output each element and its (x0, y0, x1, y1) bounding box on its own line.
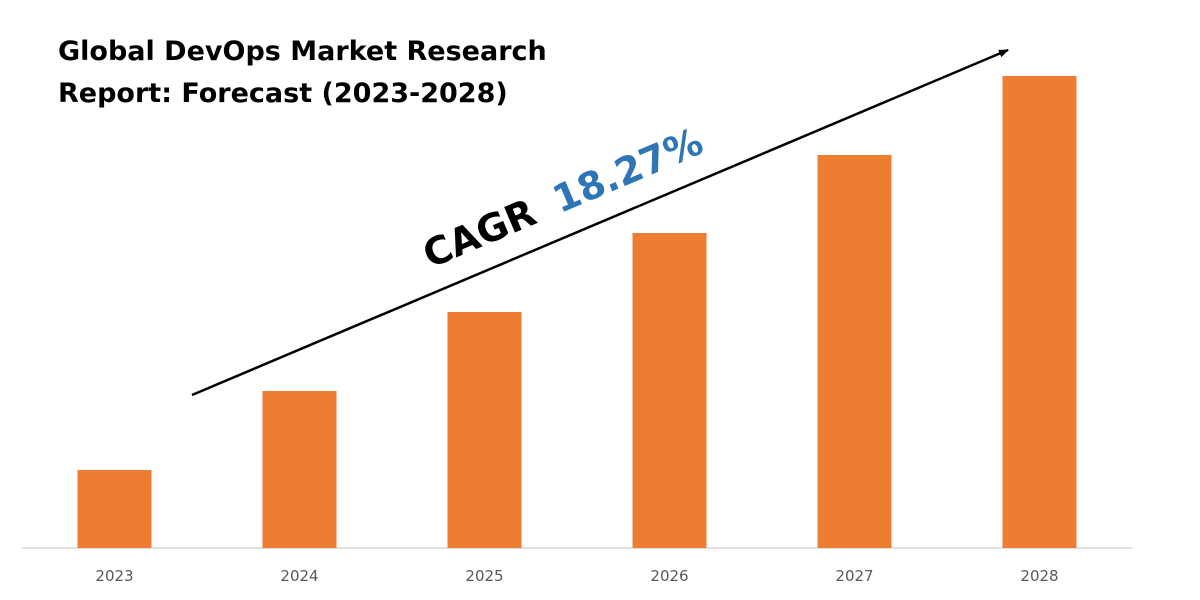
x-tick-label: 2025 (465, 567, 503, 585)
x-tick-label: 2027 (835, 567, 873, 585)
x-tick-label: 2023 (95, 567, 133, 585)
bar (817, 155, 892, 548)
bar (447, 312, 522, 548)
bar (632, 233, 707, 548)
chart-title: Report: Forecast (2023-2028) (58, 78, 508, 109)
bar (262, 391, 337, 548)
chart-title: Global DevOps Market Research (58, 36, 547, 67)
bar (77, 470, 152, 548)
x-tick-label: 2024 (280, 567, 318, 585)
x-tick-label: 2028 (1020, 567, 1058, 585)
x-tick-label: 2026 (650, 567, 688, 585)
bar (1002, 76, 1077, 548)
trend-arrow (191, 48, 1009, 397)
